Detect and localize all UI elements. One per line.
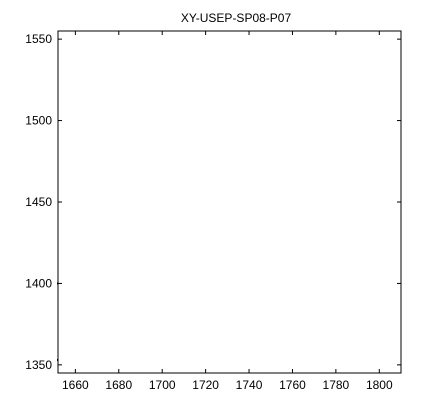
x-tick-label: 1740 <box>236 378 263 392</box>
y-tick-label: 1350 <box>25 358 52 372</box>
chart-title: XY-USEP-SP08-P07 <box>181 11 292 25</box>
axes: 1660 1680 1700 1720 1740 1760 1780 1800 1350 1400… <box>25 31 401 392</box>
x-tick-label: 1720 <box>192 378 219 392</box>
y-tick-label: 1450 <box>25 195 52 209</box>
x-tick-label: 1780 <box>323 378 350 392</box>
x-tick-label: 1680 <box>105 378 132 392</box>
x-tick-label: 1800 <box>366 378 393 392</box>
y-tick-label: 1500 <box>25 114 52 128</box>
x-tick-label: 1700 <box>149 378 176 392</box>
x-tick-label: 1760 <box>279 378 306 392</box>
x-tick-label: 1660 <box>62 378 89 392</box>
plot-frame <box>58 31 401 373</box>
y-tick-label: 1550 <box>25 32 52 46</box>
y-tick-label: 1400 <box>25 276 52 290</box>
